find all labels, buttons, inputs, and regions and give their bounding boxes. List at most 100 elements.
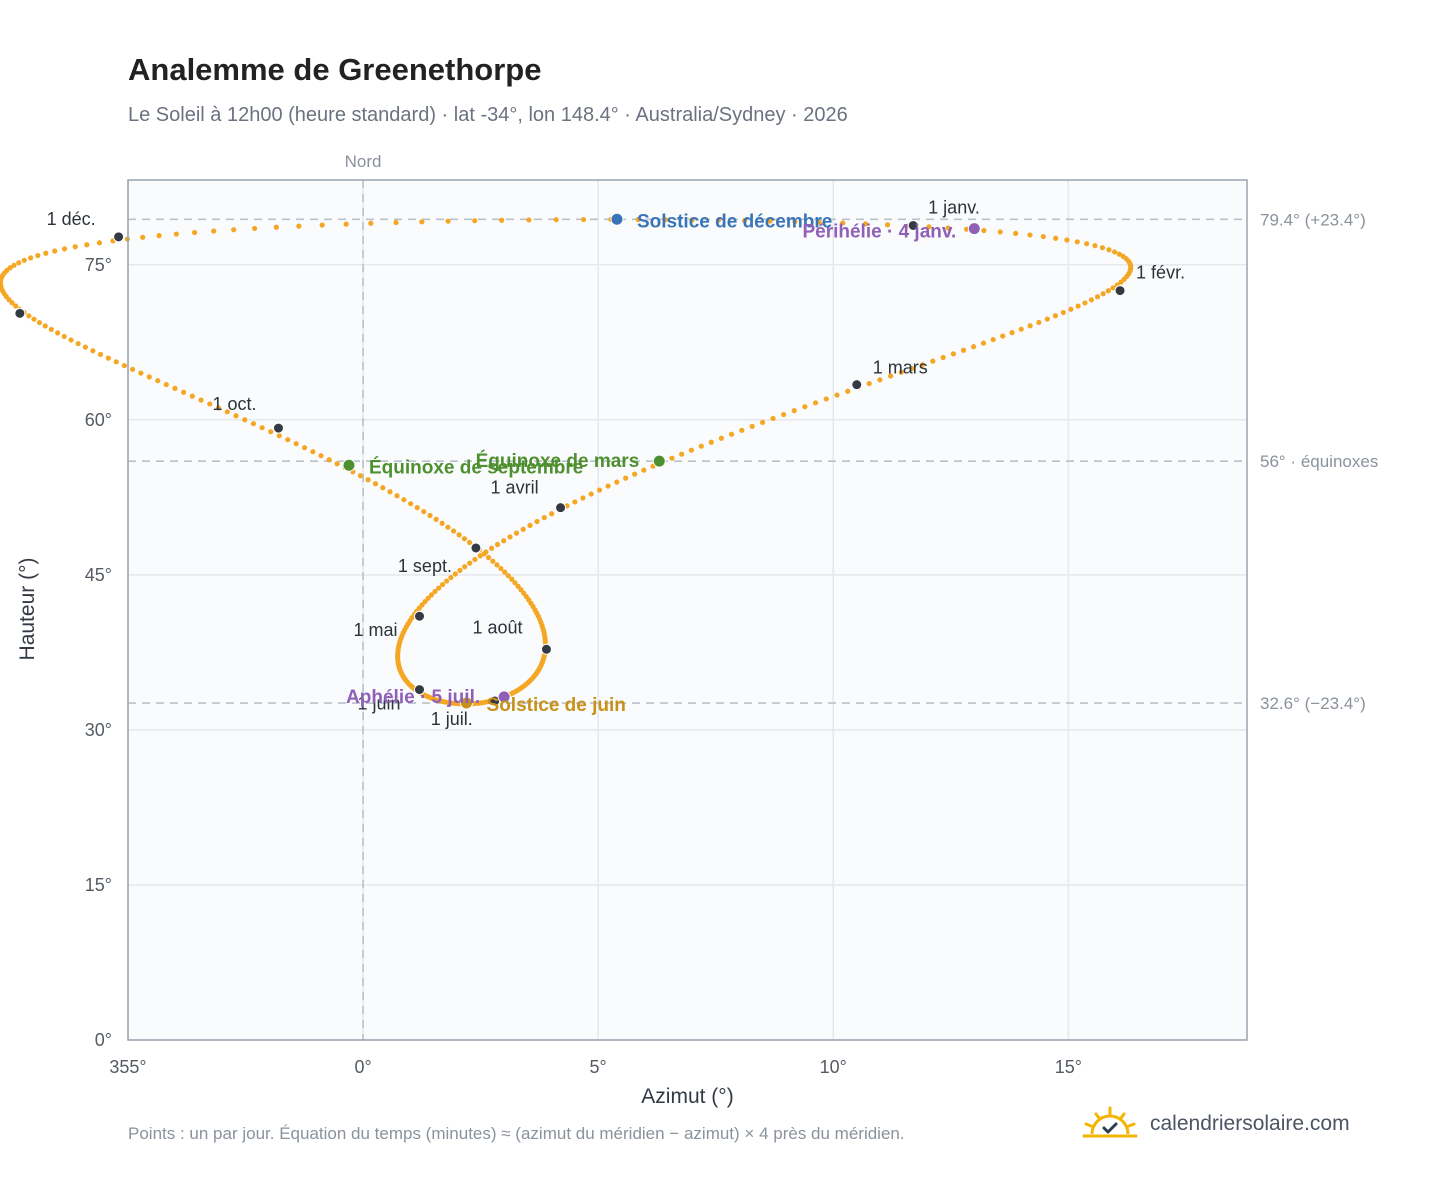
day-point (97, 351, 104, 358)
day-point (433, 516, 439, 522)
footnote: Points : un par jour. Équation du temps … (128, 1124, 905, 1143)
day-point (296, 223, 302, 229)
day-point (445, 524, 451, 530)
day-point (866, 380, 872, 387)
day-point (445, 218, 451, 224)
day-point (662, 217, 668, 223)
day-point (472, 218, 478, 224)
day-point (1027, 323, 1033, 329)
y-tick-label: 15° (85, 875, 112, 895)
day-point (293, 441, 299, 447)
month-marker (414, 610, 426, 622)
day-point (250, 421, 257, 427)
day-point (816, 219, 822, 225)
day-point (812, 400, 819, 406)
day-point (26, 313, 32, 319)
day-point (980, 340, 987, 346)
day-point (319, 222, 325, 228)
brand-logo[interactable]: calendriersolaire.com (1082, 1104, 1350, 1144)
day-point (21, 257, 27, 263)
day-point (887, 373, 894, 379)
day-point (1074, 239, 1080, 245)
month-marker (540, 643, 552, 655)
day-point (632, 471, 638, 477)
month-marker (907, 219, 919, 231)
month-marker (113, 231, 125, 243)
day-point (61, 333, 67, 340)
y-axis-title: Hauteur (°) (16, 558, 39, 661)
day-point (11, 262, 17, 268)
sun-check-icon (1082, 1106, 1138, 1138)
day-point (515, 583, 521, 589)
day-point (414, 505, 420, 511)
day-point (1060, 309, 1066, 316)
day-point (1044, 316, 1050, 322)
day-point (698, 443, 704, 449)
day-point (781, 411, 787, 418)
day-point (456, 532, 462, 538)
month-label: 1 janv. (928, 197, 980, 217)
day-point (380, 485, 386, 491)
day-point (499, 217, 505, 223)
day-point (708, 439, 714, 445)
day-point (1018, 326, 1024, 332)
month-label: 1 août (472, 617, 522, 637)
day-point (408, 501, 414, 507)
day-point (877, 377, 883, 383)
day-point (526, 217, 532, 223)
day-point (224, 409, 230, 415)
day-point (156, 233, 162, 239)
day-point (834, 392, 840, 398)
day-point (215, 405, 222, 411)
day-point (372, 481, 379, 487)
day-point (310, 449, 316, 455)
day-point (189, 393, 195, 399)
day-point (13, 303, 19, 309)
day-point (7, 265, 13, 271)
x-tick-label: 355° (109, 1057, 146, 1077)
day-point (461, 536, 468, 542)
month-label: 1 juin (358, 694, 401, 714)
day-point (1092, 243, 1098, 249)
day-point (393, 219, 399, 226)
day-point (580, 216, 587, 223)
day-point (489, 545, 495, 551)
day-point (48, 326, 54, 333)
day-point (428, 592, 435, 598)
day-point (1106, 247, 1112, 253)
day-point (527, 522, 533, 528)
day-point (198, 397, 204, 403)
day-point (211, 228, 217, 234)
day-point (1094, 294, 1101, 300)
month-marker (470, 542, 482, 554)
day-point (884, 222, 891, 228)
day-point (485, 554, 492, 561)
day-point (845, 388, 851, 394)
day-point (96, 240, 103, 246)
day-point (635, 216, 641, 223)
day-point (1082, 300, 1088, 306)
day-point (549, 511, 555, 517)
day-point (9, 300, 15, 306)
day-point (365, 477, 371, 483)
month-marker (414, 684, 426, 696)
day-point (823, 396, 829, 402)
day-point (572, 499, 578, 505)
chart-subtitle: Le Soleil à 12h00 (heure standard) · lat… (128, 104, 848, 126)
month-marker (555, 502, 567, 514)
day-point (36, 319, 43, 326)
day-point (1064, 237, 1070, 243)
day-point (28, 255, 34, 261)
month-label: 1 sept. (398, 556, 452, 576)
y-tick-label: 60° (85, 410, 112, 430)
x-axis-title: Azimut (°) (641, 1085, 733, 1108)
day-point (1013, 230, 1019, 236)
day-point (1099, 245, 1106, 251)
day-point (498, 565, 504, 572)
day-point (155, 378, 161, 384)
day-point (357, 473, 364, 479)
day-point (276, 433, 282, 439)
day-point (614, 479, 620, 485)
day-point (273, 224, 279, 230)
